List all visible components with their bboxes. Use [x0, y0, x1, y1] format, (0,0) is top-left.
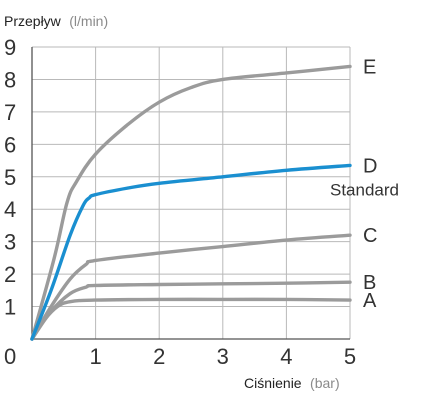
x-tick-label-0: 0 [4, 344, 16, 369]
y-axis-unit: (l/min) [69, 13, 108, 29]
series-label-a: A [363, 290, 377, 312]
x-tick-label-3: 3 [217, 344, 229, 369]
series-line-a [30, 297, 352, 341]
series-lines [30, 64, 352, 341]
y-tick-label-5: 5 [4, 165, 16, 190]
y-tick-label-4: 4 [4, 197, 16, 222]
series-line-e [30, 64, 352, 341]
x-axis-label: Ciśnienie [244, 375, 302, 391]
y-axis-label: Przepływ [4, 13, 62, 29]
axes [31, 47, 350, 340]
y-tick-label-3: 3 [4, 230, 16, 255]
y-tick-label-1: 1 [4, 295, 16, 320]
y-tick-label-8: 8 [4, 67, 16, 92]
series-label-d: D [363, 155, 377, 177]
series-label-b: B [363, 272, 376, 294]
x-axis-unit: (bar) [310, 375, 340, 391]
x-tick-label-5: 5 [344, 344, 356, 369]
series-line-b [30, 280, 352, 341]
series-label-e: E [363, 56, 376, 78]
x-axis-title: Ciśnienie (bar) [244, 375, 340, 392]
y-axis-title: Przepływ (l/min) [4, 13, 108, 30]
series-labels: AB C D Standard E [330, 56, 399, 312]
x-tick-label-4: 4 [280, 344, 292, 369]
y-tick-label-2: 2 [4, 262, 16, 287]
series-label-c: C [363, 225, 377, 247]
x-tick-label-1: 1 [89, 344, 101, 369]
series-line-c [30, 233, 352, 341]
y-tick-label-9: 9 [4, 35, 16, 60]
y-tick-label-6: 6 [4, 132, 16, 157]
y-tick-label-7: 7 [4, 100, 16, 125]
series-line-d [30, 163, 352, 341]
tick-labels: 0 1 2 3 4 5 1 2 3 4 5 6 7 8 9 [4, 35, 356, 369]
grid [32, 46, 351, 339]
x-tick-label-2: 2 [153, 344, 165, 369]
series-sublabel-d: Standard [330, 180, 399, 199]
